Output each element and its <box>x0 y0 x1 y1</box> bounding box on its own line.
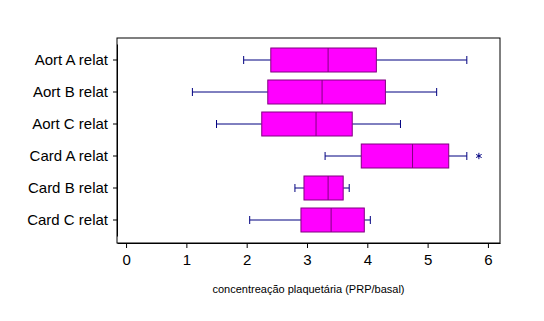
box-group <box>217 112 401 136</box>
y-tick-mark <box>113 156 117 157</box>
x-tick-label: 5 <box>424 251 432 268</box>
box <box>268 80 386 104</box>
y-tick-label: Aort C relat <box>32 115 109 132</box>
median <box>331 208 332 232</box>
x-tick-label: 3 <box>303 251 311 268</box>
y-tick-mark <box>113 220 117 221</box>
whisker-high <box>449 156 467 157</box>
box <box>262 112 352 136</box>
y-axis: Aort A relat Aort B relat Aort C relat Card… <box>27 45 117 237</box>
box-group <box>244 48 467 72</box>
y-tick: Card A relat <box>30 147 117 164</box>
y-tick: Aort C relat <box>32 115 117 132</box>
y-tick-mark <box>113 92 117 93</box>
x-tick-label: 6 <box>484 251 492 268</box>
whisker-cap-high <box>400 120 401 128</box>
y-axis-line <box>117 45 118 237</box>
x-tick: 0 <box>122 243 130 268</box>
whisker-cap-high <box>466 152 467 160</box>
median <box>322 80 323 104</box>
y-tick-label: Card B relat <box>28 179 109 196</box>
y-tick-label: Aort B relat <box>33 83 109 100</box>
whisker-low <box>217 124 262 125</box>
whisker-cap-high <box>349 184 350 192</box>
x-tick-mark <box>367 243 368 248</box>
plot-frame <box>117 38 500 243</box>
outlier <box>476 153 482 159</box>
whisker-cap-high <box>466 56 467 64</box>
whisker-cap-low <box>249 216 250 224</box>
x-tick-mark <box>126 243 127 248</box>
x-tick-mark <box>186 243 187 248</box>
median <box>328 176 329 200</box>
y-tick-mark <box>113 124 117 125</box>
x-tick-label: 1 <box>183 251 191 268</box>
whisker-cap-low <box>216 120 217 128</box>
box <box>304 176 343 200</box>
box-group <box>250 208 371 232</box>
x-tick: 1 <box>183 243 191 268</box>
y-tick: Card C relat <box>27 211 117 228</box>
whisker-low <box>192 92 267 93</box>
whisker-low <box>244 60 271 61</box>
whisker-low <box>295 188 304 189</box>
median <box>412 144 413 168</box>
x-tick: 4 <box>364 243 372 268</box>
y-tick-mark <box>113 60 117 61</box>
x-tick-label: 0 <box>122 251 130 268</box>
whisker-cap-high <box>436 88 437 96</box>
whisker-cap-high <box>370 216 371 224</box>
x-axis-line <box>118 243 501 244</box>
x-tick: 6 <box>484 243 492 268</box>
box <box>271 48 377 72</box>
plot-area <box>192 48 481 232</box>
median <box>328 48 329 72</box>
whisker-cap-low <box>192 88 193 96</box>
x-tick: 5 <box>424 243 432 268</box>
box <box>301 208 364 232</box>
x-tick-mark <box>428 243 429 248</box>
box-group <box>192 80 436 104</box>
x-axis: 0 1 2 3 4 5 6 <box>118 243 501 268</box>
median <box>316 112 317 136</box>
y-tick: Aort A relat <box>35 51 117 68</box>
x-tick-mark <box>307 243 308 248</box>
x-tick-mark <box>247 243 248 248</box>
whisker-low <box>250 220 301 221</box>
whisker-cap-low <box>243 56 244 64</box>
whisker-high <box>364 220 370 221</box>
y-tick-label: Card A relat <box>30 147 109 164</box>
x-tick: 3 <box>303 243 311 268</box>
y-tick-label: Aort A relat <box>35 51 109 68</box>
box-group <box>295 176 349 200</box>
whisker-high <box>352 124 400 125</box>
whisker-high <box>343 188 349 189</box>
chart: 0 1 2 3 4 5 6 Aort A relat Aort B relat Aort C re… <box>0 0 544 321</box>
x-tick-label: 2 <box>243 251 251 268</box>
box-group <box>325 144 482 168</box>
x-tick-label: 4 <box>364 251 372 268</box>
x-axis-title: concentreação plaquetária (PRP/basal) <box>212 283 404 295</box>
x-tick-mark <box>488 243 489 248</box>
whisker-high <box>385 92 436 93</box>
whisker-low <box>325 156 361 157</box>
y-tick-label: Card C relat <box>27 211 109 228</box>
whisker-high <box>376 60 466 61</box>
x-tick: 2 <box>243 243 251 268</box>
whisker-cap-low <box>325 152 326 160</box>
y-tick-mark <box>113 188 117 189</box>
y-tick: Card B relat <box>28 179 117 196</box>
box <box>361 144 448 168</box>
whisker-cap-low <box>294 184 295 192</box>
y-tick: Aort B relat <box>33 83 117 100</box>
